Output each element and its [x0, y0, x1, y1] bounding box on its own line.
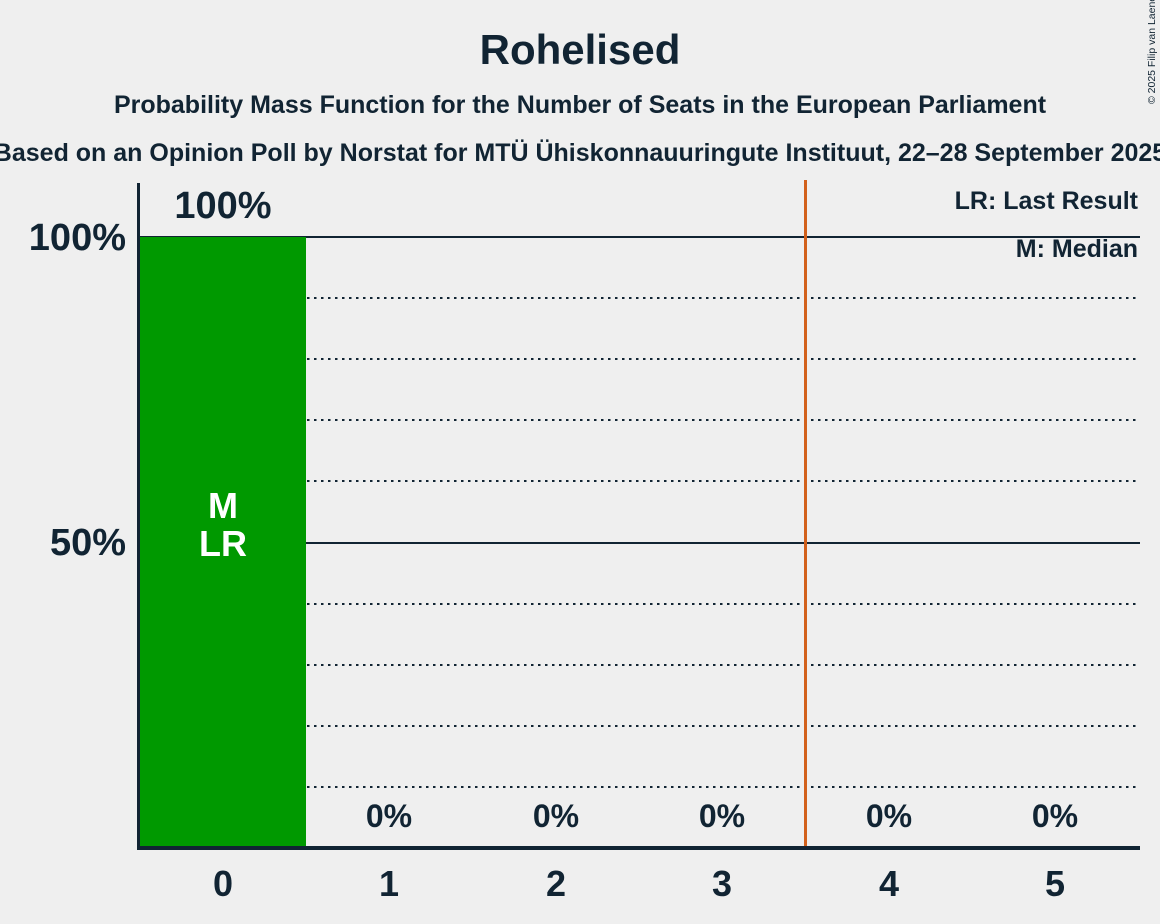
gridline-80pct [139, 358, 1140, 360]
bar-seat-0 [140, 237, 306, 846]
gridline-70pct [139, 419, 1140, 421]
x-tick-0: 0 [212, 863, 234, 904]
bar-seat-0-value-label: 100% [174, 185, 272, 227]
bar-seat-0-markers: M LR [140, 487, 306, 563]
y-axis-line [137, 183, 140, 850]
last-result-marker: LR [199, 523, 247, 564]
page-title: Rohelised [479, 26, 681, 73]
y-axis-label-100: 100% [28, 217, 126, 259]
gridline-20pct [139, 725, 1140, 727]
x-tick-3: 3 [711, 863, 733, 904]
x-tick-1: 1 [378, 863, 400, 904]
x-tick-5: 5 [1044, 863, 1066, 904]
chart-source-line: Based on an Opinion Poll by Norstat for … [0, 139, 1160, 167]
x-tick-4: 4 [878, 863, 900, 904]
value-label-seat-4: 0% [865, 798, 913, 834]
gridline-100pct [139, 236, 1140, 238]
x-tick-2: 2 [545, 863, 567, 904]
value-label-seat-5: 0% [1031, 798, 1079, 834]
chart-subtitle: Probability Mass Function for the Number… [113, 91, 1047, 119]
legend-median: M: Median [1015, 235, 1138, 263]
gridline-50pct [139, 542, 1140, 544]
gridline-40pct [139, 603, 1140, 605]
legend-last-result: LR: Last Result [954, 187, 1138, 215]
value-label-seat-1: 0% [365, 798, 413, 834]
value-label-seat-2: 0% [532, 798, 580, 834]
y-axis-label-50: 50% [49, 522, 126, 564]
gridline-30pct [139, 664, 1140, 666]
gridline-90pct [139, 297, 1140, 299]
vertical-threshold-line [804, 180, 807, 846]
gridline-10pct [139, 786, 1140, 788]
gridline-60pct [139, 480, 1140, 482]
x-axis-line [137, 846, 1140, 850]
value-label-seat-3: 0% [698, 798, 746, 834]
copyright-text: © 2025 Filip van Laenen [1146, 0, 1158, 104]
median-marker: M [208, 485, 238, 526]
